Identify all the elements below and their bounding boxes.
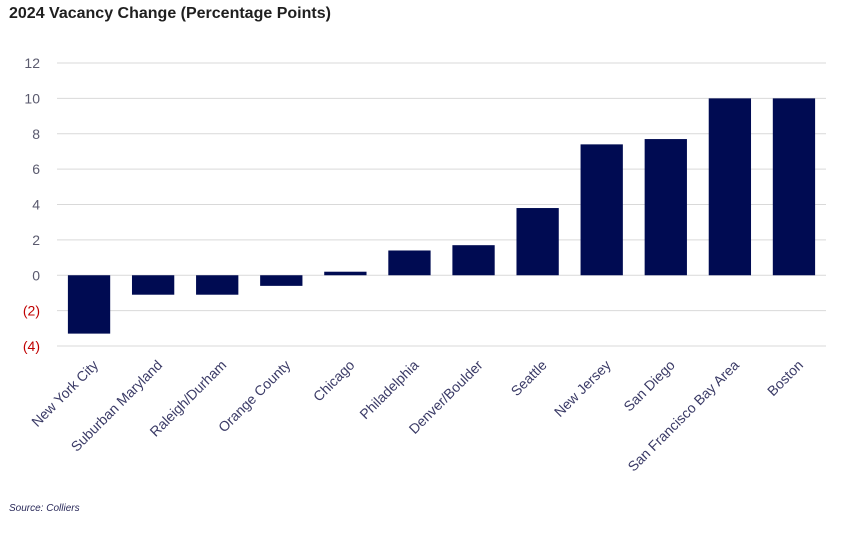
- x-category-label: Boston: [764, 357, 806, 399]
- x-category-label: New York City: [28, 357, 101, 430]
- y-tick-label: 0: [32, 267, 40, 283]
- bar: [772, 98, 816, 276]
- y-tick-label: (4): [23, 338, 40, 354]
- x-category-label: San Francisco Bay Area: [624, 357, 742, 475]
- x-category-label: Chicago: [310, 357, 358, 405]
- y-axis-ticks: 12 10 8 6 4 2 0 (2) (4): [23, 55, 40, 354]
- chart-title: 2024 Vacancy Change (Percentage Points): [9, 5, 331, 22]
- bar: [644, 139, 687, 276]
- bar: [388, 250, 431, 276]
- y-tick-label: 12: [24, 55, 40, 71]
- bar: [131, 275, 175, 295]
- y-tick-label: 10: [24, 90, 40, 106]
- bars: [67, 98, 816, 334]
- y-tick-label: 2: [32, 232, 40, 248]
- bar: [708, 98, 752, 276]
- source-note: Source: Colliers: [9, 503, 80, 514]
- bar: [260, 275, 303, 286]
- bar: [67, 275, 111, 334]
- bar: [516, 208, 559, 276]
- x-category-label: Philadelphia: [356, 357, 421, 422]
- bar: [452, 245, 495, 276]
- bar: [196, 275, 239, 295]
- x-category-label: Seattle: [508, 357, 550, 399]
- y-tick-label: 6: [32, 161, 40, 177]
- gridlines: [57, 62, 826, 347]
- x-category-label: New Jersey: [551, 357, 614, 420]
- y-tick-label: 8: [32, 126, 40, 142]
- x-category-label: San Diego: [620, 357, 678, 415]
- y-tick-label: (2): [23, 303, 40, 319]
- bar: [580, 144, 623, 276]
- bar: [324, 271, 367, 276]
- y-tick-label: 4: [32, 197, 40, 213]
